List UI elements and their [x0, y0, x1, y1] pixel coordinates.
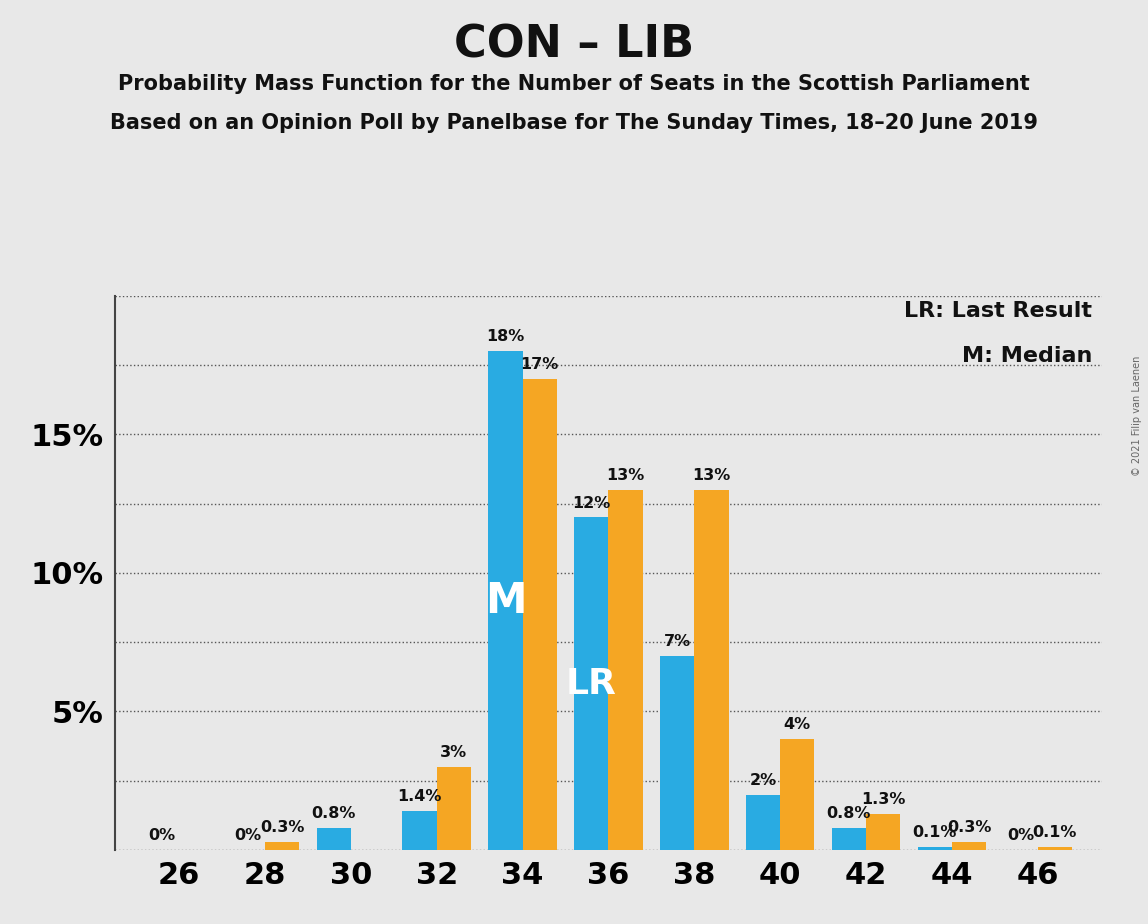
- Bar: [917, 847, 952, 850]
- Text: 0.8%: 0.8%: [827, 806, 871, 821]
- Text: M: Median: M: Median: [962, 346, 1092, 366]
- Text: 13%: 13%: [692, 468, 730, 482]
- Text: Based on an Opinion Poll by Panelbase for The Sunday Times, 18–20 June 2019: Based on an Opinion Poll by Panelbase fo…: [110, 113, 1038, 133]
- Text: LR: LR: [566, 667, 616, 700]
- Text: 1.3%: 1.3%: [861, 792, 906, 808]
- Bar: [436, 767, 471, 850]
- Bar: [265, 842, 300, 850]
- Bar: [746, 795, 781, 850]
- Text: 1.4%: 1.4%: [397, 789, 442, 804]
- Bar: [781, 739, 814, 850]
- Text: 12%: 12%: [572, 495, 611, 510]
- Text: 0.3%: 0.3%: [259, 820, 304, 835]
- Text: 17%: 17%: [521, 357, 559, 372]
- Text: M: M: [484, 579, 526, 622]
- Bar: [608, 490, 643, 850]
- Bar: [403, 811, 436, 850]
- Text: 0.1%: 0.1%: [913, 825, 957, 841]
- Text: Probability Mass Function for the Number of Seats in the Scottish Parliament: Probability Mass Function for the Number…: [118, 74, 1030, 94]
- Bar: [866, 814, 900, 850]
- Text: © 2021 Filip van Laenen: © 2021 Filip van Laenen: [1132, 356, 1142, 476]
- Text: 2%: 2%: [750, 772, 776, 787]
- Text: 7%: 7%: [664, 634, 691, 649]
- Text: LR: Last Result: LR: Last Result: [905, 301, 1092, 322]
- Text: 18%: 18%: [487, 329, 525, 345]
- Text: 0%: 0%: [234, 828, 262, 843]
- Text: 4%: 4%: [784, 717, 810, 732]
- Bar: [660, 656, 695, 850]
- Bar: [952, 842, 986, 850]
- Bar: [522, 379, 557, 850]
- Bar: [831, 828, 866, 850]
- Text: 3%: 3%: [441, 745, 467, 760]
- Text: 13%: 13%: [606, 468, 645, 482]
- Text: 0%: 0%: [148, 828, 176, 843]
- Text: 0.3%: 0.3%: [947, 820, 991, 835]
- Bar: [574, 517, 608, 850]
- Bar: [1038, 847, 1072, 850]
- Text: 0.1%: 0.1%: [1033, 825, 1077, 841]
- Bar: [695, 490, 729, 850]
- Text: 0.8%: 0.8%: [311, 806, 356, 821]
- Text: 0%: 0%: [1007, 828, 1034, 843]
- Bar: [488, 351, 522, 850]
- Text: CON – LIB: CON – LIB: [453, 23, 695, 67]
- Bar: [317, 828, 351, 850]
